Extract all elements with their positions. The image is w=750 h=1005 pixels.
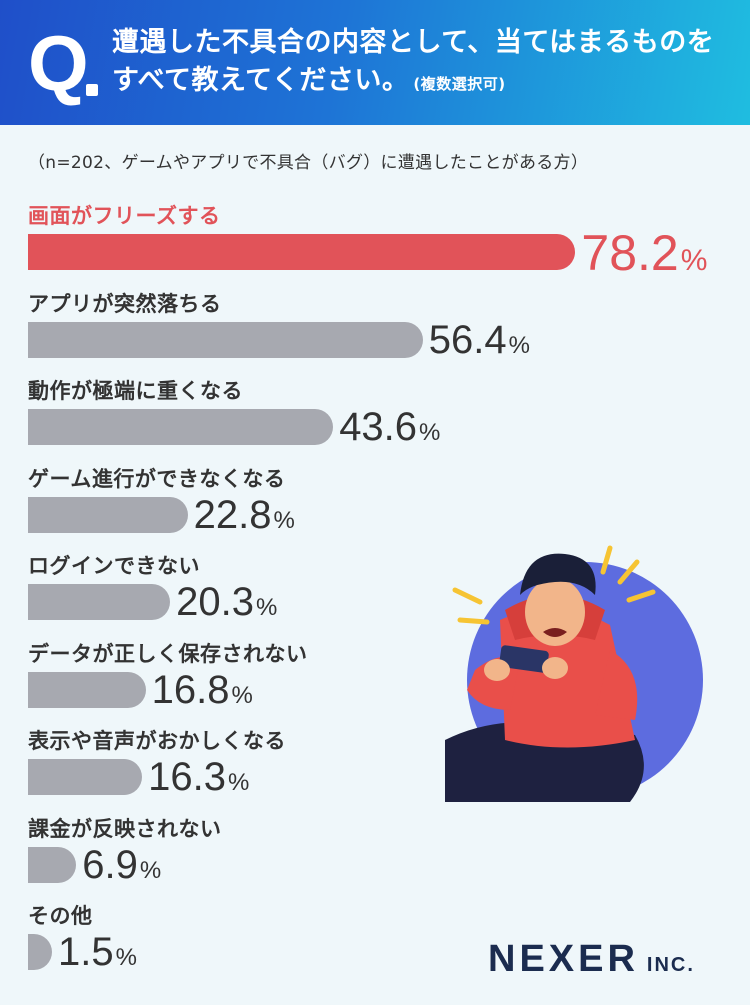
- bar-value-number: 43.6: [339, 405, 418, 449]
- bar-value-label: 1.5%: [58, 932, 137, 972]
- right-arm: [595, 650, 638, 720]
- bar-value-number: 22.8: [193, 492, 272, 537]
- bar-value-label: 56.4%: [429, 320, 530, 360]
- bar-value-label: 78.2%: [581, 228, 707, 278]
- bar-value-unit: %: [255, 594, 278, 621]
- bar-value-label: 16.8%: [152, 670, 253, 710]
- frustrated-gamer-illustration: [445, 545, 703, 802]
- right-hand: [542, 657, 568, 679]
- bar-label: 動作が極端に重くなる: [28, 379, 243, 403]
- bar: [28, 584, 171, 620]
- nexer-logo: NEXER INC.: [488, 938, 728, 982]
- bar-value-label: 16.3%: [148, 757, 249, 797]
- bar-value-number: 56.4: [428, 317, 507, 362]
- bar-label: 画面がフリーズする: [28, 204, 221, 228]
- bar-label: データが正しく保存されない: [28, 641, 308, 666]
- bar-label: 表示や音声がおかしくなる: [28, 729, 286, 753]
- bar-label: ログインできない: [28, 554, 200, 578]
- question-header: Q 遭遇した不具合の内容として、当てはまるものをすべて教えてください。 (複数選択…: [0, 0, 750, 125]
- bar-value-unit: %: [139, 856, 162, 884]
- bar-value-number: 6.9: [82, 842, 138, 887]
- bar-value-unit: %: [273, 506, 295, 534]
- bar: [28, 846, 77, 883]
- hair: [520, 553, 596, 595]
- phone: [499, 645, 549, 673]
- q-mark: Q: [28, 19, 89, 107]
- bar-value-unit: %: [115, 944, 137, 971]
- bar-value-label: 6.9%: [82, 845, 161, 885]
- q-mark-dot: [86, 84, 98, 96]
- bar-value-label: 43.6%: [339, 407, 440, 447]
- logo-main: NEXER: [488, 938, 639, 980]
- face: [525, 578, 585, 646]
- open-mouth: [543, 628, 567, 637]
- bar-label: 課金が反映されない: [28, 816, 222, 841]
- bar-value-unit: %: [419, 419, 441, 446]
- bar-value-unit: %: [680, 244, 708, 277]
- bar-value-number: 20.3: [176, 580, 254, 624]
- bar: [28, 934, 52, 970]
- bar-value-number: 16.8: [151, 667, 230, 712]
- bar-value-label: 20.3%: [176, 582, 277, 622]
- bar: [28, 409, 334, 445]
- bar-value-label: 22.8%: [194, 495, 295, 535]
- bar: [28, 759, 143, 795]
- bar: [28, 321, 423, 358]
- bar-value-unit: %: [231, 681, 253, 709]
- bar-label: ゲーム進行ができなくなる: [28, 466, 286, 491]
- shock-lines: [452, 545, 656, 625]
- question-text: 遭遇した不具合の内容として、当てはまるものをすべて教えてください。 (複数選択可): [112, 24, 732, 103]
- bar-value-number: 78.2: [581, 225, 679, 281]
- bar-value-unit: %: [508, 331, 530, 359]
- logo-sub: INC.: [646, 954, 695, 976]
- question-main: 遭遇した不具合の内容として、当てはまるものをすべて教えてください。: [112, 27, 715, 96]
- sample-note: （n=202、ゲームやアプリで不具合（バグ）に遭遇したことがある方）: [28, 153, 589, 173]
- bar-label: アプリが突然落ちる: [28, 291, 222, 316]
- bar-value-number: 16.3: [148, 755, 226, 799]
- question-note: (複数選択可): [413, 75, 506, 93]
- bar: [28, 671, 146, 708]
- bar-value-number: 1.5: [58, 930, 114, 974]
- left-hand: [484, 659, 510, 681]
- bar-label: その他: [28, 904, 93, 928]
- bar: [28, 234, 576, 270]
- bar-value-unit: %: [227, 769, 250, 796]
- bar: [28, 496, 188, 533]
